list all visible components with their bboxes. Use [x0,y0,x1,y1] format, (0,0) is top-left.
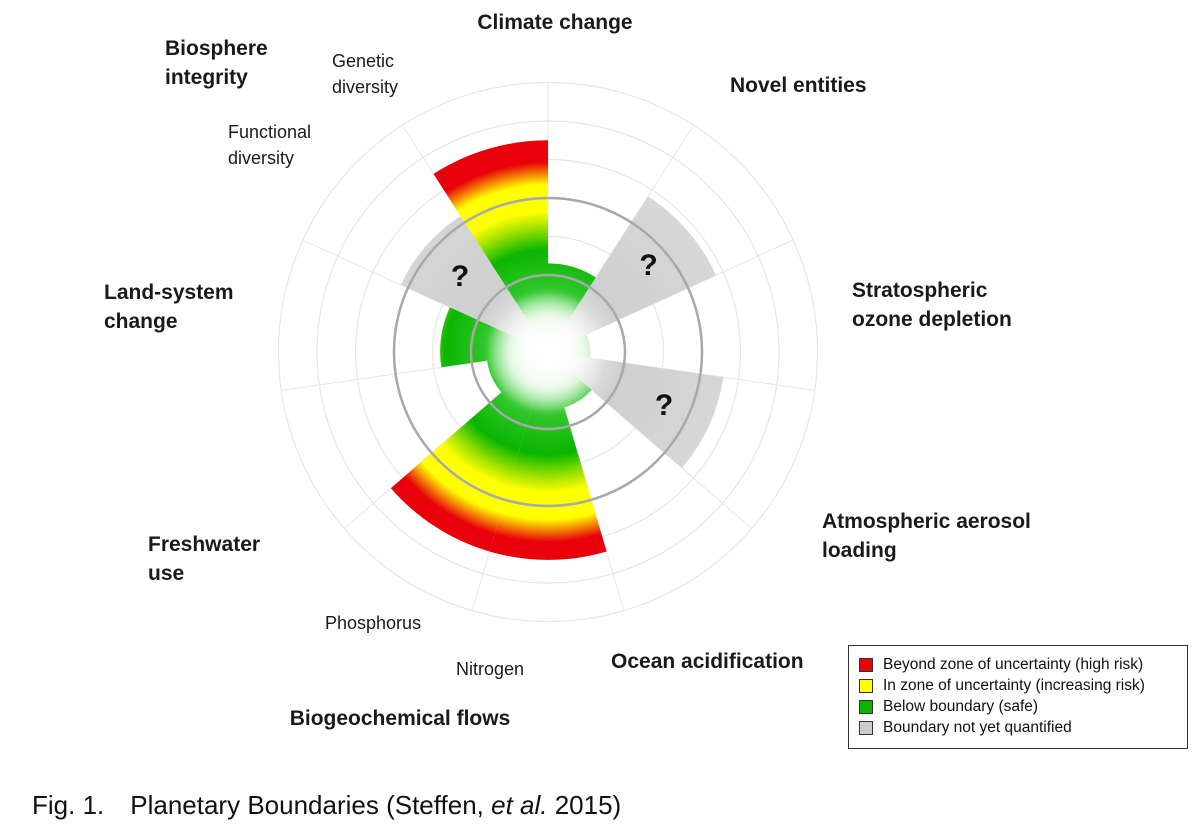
legend-item-unquantified: Boundary not yet quantified [859,717,1177,738]
question-mark: ? [639,249,657,282]
label-ozone-line2: ozone depletion [852,308,1012,331]
legend: Beyond zone of uncertainty (high risk) I… [848,645,1188,749]
boundary-rings [392,196,704,508]
label-biosphere-line1: Biosphere [165,37,268,60]
label-genetic-line2: diversity [332,77,398,97]
label-functional-line2: diversity [228,148,294,168]
question-mark: ? [451,260,469,293]
outer-boundary-ring [392,196,704,508]
label-functional-line1: Functional [228,122,311,142]
figure-caption: Fig. 1. Planetary Boundaries (Steffen, et… [32,790,621,821]
center-glow [488,292,608,412]
label-nitrogen: Nitrogen [456,659,524,679]
label-novel-entities: Novel entities [730,74,867,97]
legend-item-safe: Below boundary (safe) [859,696,1177,717]
legend-swatch-green [859,699,873,714]
label-freshwater-line2: use [148,562,184,585]
label-aerosol-line1: Atmospheric aerosol [822,510,1031,533]
question-mark: ? [655,389,673,422]
label-ocean-acidification: Ocean acidification [611,650,804,673]
label-biogeochemical-flows: Biogeochemical flows [290,707,511,730]
legend-label: In zone of uncertainty (increasing risk) [883,676,1145,694]
label-land-line1: Land-system [104,281,234,304]
safe-boundary-ring [469,273,627,431]
legend-swatch-red [859,657,873,672]
legend-item-beyond: Beyond zone of uncertainty (high risk) [859,654,1177,675]
caption-text-end: 2015) [547,790,622,820]
figure-number: Fig. 1. [32,790,105,820]
label-aerosol-line2: loading [822,539,897,562]
label-climate-change: Climate change [477,11,632,34]
label-freshwater-line1: Freshwater [148,533,260,556]
legend-item-uncertainty: In zone of uncertainty (increasing risk) [859,675,1177,696]
label-biosphere-line2: integrity [165,66,248,89]
label-ozone-line1: Stratospheric [852,279,988,302]
legend-label: Boundary not yet quantified [883,718,1072,736]
wedge-biogeochemical-flows-phosphorus [390,352,548,552]
label-phosphorus: Phosphorus [325,613,421,633]
legend-label: Below boundary (safe) [883,697,1039,715]
wedge-biogeochemical-flows-nitrogen [489,352,607,560]
caption-text: Planetary Boundaries (Steffen, [130,790,492,820]
label-land-line2: change [104,310,178,333]
question-marks: ??? [451,249,673,422]
legend-swatch-yellow [859,678,873,693]
caption-italic: et al. [491,790,548,820]
legend-label: Beyond zone of uncertainty (high risk) [883,655,1144,673]
wedge-biosphere-integrity-genetic-diversity [433,140,548,352]
label-genetic-line1: Genetic [332,51,394,71]
legend-swatch-grey [859,720,873,735]
